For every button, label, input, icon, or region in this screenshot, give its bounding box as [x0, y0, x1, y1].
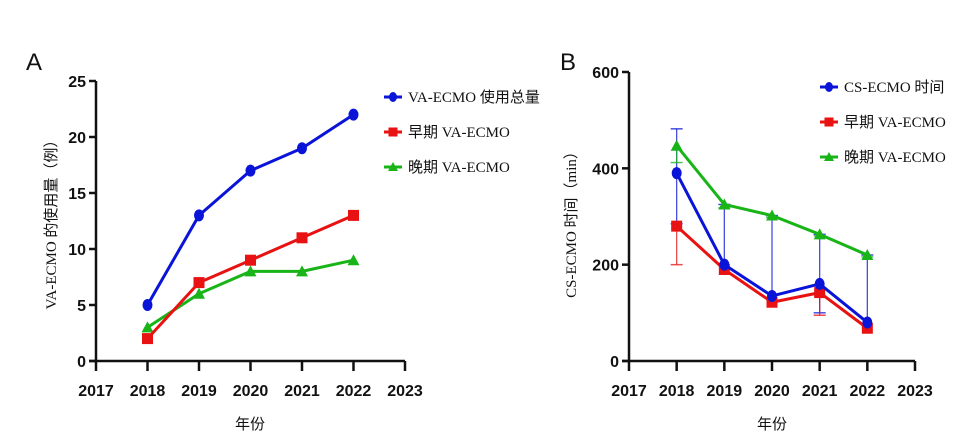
- y-tick-label: 0: [77, 354, 86, 371]
- data-point: [824, 117, 834, 127]
- x-tick-label: 2017: [78, 383, 114, 400]
- data-point: [296, 265, 308, 277]
- y-tick-label: 10: [68, 242, 86, 259]
- data-point: [813, 228, 826, 240]
- x-axis-label-b: 年份: [757, 416, 787, 433]
- chart-a: A VA-ECMO 的使用量（例） 年份 0 5 10 15 20 25 2017 2018 2…: [26, 49, 540, 433]
- series-triangle: [670, 139, 874, 261]
- data-point: [766, 296, 778, 308]
- data-point: [348, 209, 359, 221]
- y-tick-label: 600: [592, 65, 619, 82]
- data-point: [718, 198, 731, 210]
- x-tick-label: 2020: [754, 383, 790, 400]
- data-point: [296, 232, 308, 244]
- data-point: [389, 92, 397, 102]
- legend-item: 早期 VA-ECMO: [820, 114, 946, 131]
- legend-label: VA-ECMO 使用总量: [408, 89, 540, 106]
- data-point: [244, 265, 257, 277]
- y-tick-label: 25: [68, 74, 86, 91]
- panel-label-a: A: [26, 49, 42, 76]
- data-point: [814, 287, 826, 299]
- series-line: [146, 113, 355, 306]
- data-point: [766, 209, 778, 221]
- x-tick-label: 2019: [181, 383, 217, 400]
- x-tick-label: 2023: [387, 383, 423, 400]
- data-point: [141, 321, 154, 333]
- data-point: [767, 289, 777, 302]
- panel-label-b: B: [560, 49, 576, 76]
- data-point: [861, 249, 874, 261]
- series-triangle: [141, 254, 360, 333]
- legend-item: 早期 VA-ECMO: [384, 124, 510, 141]
- data-point: [142, 299, 153, 311]
- y-axis-label-b: CS-ECMO 时间（min）: [563, 144, 580, 298]
- x-tick-label: 2018: [130, 383, 166, 400]
- series-circle: [142, 108, 359, 311]
- x-tick-label: 2022: [336, 383, 372, 400]
- y-tick-label: 20: [68, 130, 86, 147]
- y-tick-label: 5: [77, 298, 86, 315]
- y-axis-label-a: VA-ECMO 的使用量（例）: [43, 133, 60, 310]
- x-axis-label-a: 年份: [235, 416, 265, 433]
- error-bar: [861, 254, 874, 323]
- chart-b: B CS-ECMO 时间（min） 年份 0 200 400 600 2017 2018 2…: [560, 49, 946, 433]
- x-tick-label: 2018: [659, 383, 695, 400]
- x-tick-label: 2021: [284, 383, 320, 400]
- legend-label: 晚期 VA-ECMO: [408, 159, 510, 176]
- error-bar: [670, 226, 683, 266]
- y-tick-label: 0: [610, 354, 619, 371]
- legend-label: 晚期 VA-ECMO: [844, 149, 946, 166]
- legend-label: 早期 VA-ECMO: [408, 124, 510, 141]
- legend-item: VA-ECMO 使用总量: [384, 89, 540, 106]
- legend-item: 晚期 VA-ECMO: [820, 149, 946, 166]
- legend-label: 早期 VA-ECMO: [844, 114, 946, 131]
- x-tick-label: 2017: [611, 383, 647, 400]
- data-point: [245, 254, 256, 266]
- data-point: [388, 127, 398, 137]
- x-tick-label: 2019: [707, 383, 743, 400]
- data-point: [388, 162, 398, 171]
- data-point: [814, 277, 825, 290]
- data-point: [671, 220, 683, 232]
- series-square: [142, 209, 359, 345]
- data-point: [193, 277, 205, 289]
- data-point: [193, 287, 205, 299]
- data-point: [719, 258, 730, 271]
- data-point: [297, 142, 307, 155]
- series-circle: [671, 167, 873, 329]
- error-bar: [766, 214, 778, 296]
- y-tick-label: 200: [592, 258, 619, 275]
- x-tick-label: 2022: [850, 383, 886, 400]
- legend-label: CS-ECMO 时间: [844, 79, 944, 96]
- x-tick-label: 2020: [233, 383, 269, 400]
- data-point: [671, 167, 682, 180]
- y-tick-label: 15: [68, 186, 86, 203]
- data-point: [142, 333, 153, 345]
- legend-item: 晚期 VA-ECMO: [384, 159, 510, 176]
- data-point: [245, 164, 256, 177]
- data-point: [862, 316, 873, 329]
- data-point: [670, 139, 683, 151]
- x-tick-label: 2023: [897, 383, 933, 400]
- y-tick-label: 400: [592, 161, 619, 178]
- x-tick-label: 2021: [802, 383, 838, 400]
- series-line: [146, 214, 355, 340]
- data-point: [825, 82, 833, 92]
- legend-item: CS-ECMO 时间: [820, 79, 944, 96]
- data-point: [347, 254, 360, 266]
- data-point: [824, 152, 834, 161]
- data-point: [348, 108, 359, 121]
- data-point: [194, 209, 204, 222]
